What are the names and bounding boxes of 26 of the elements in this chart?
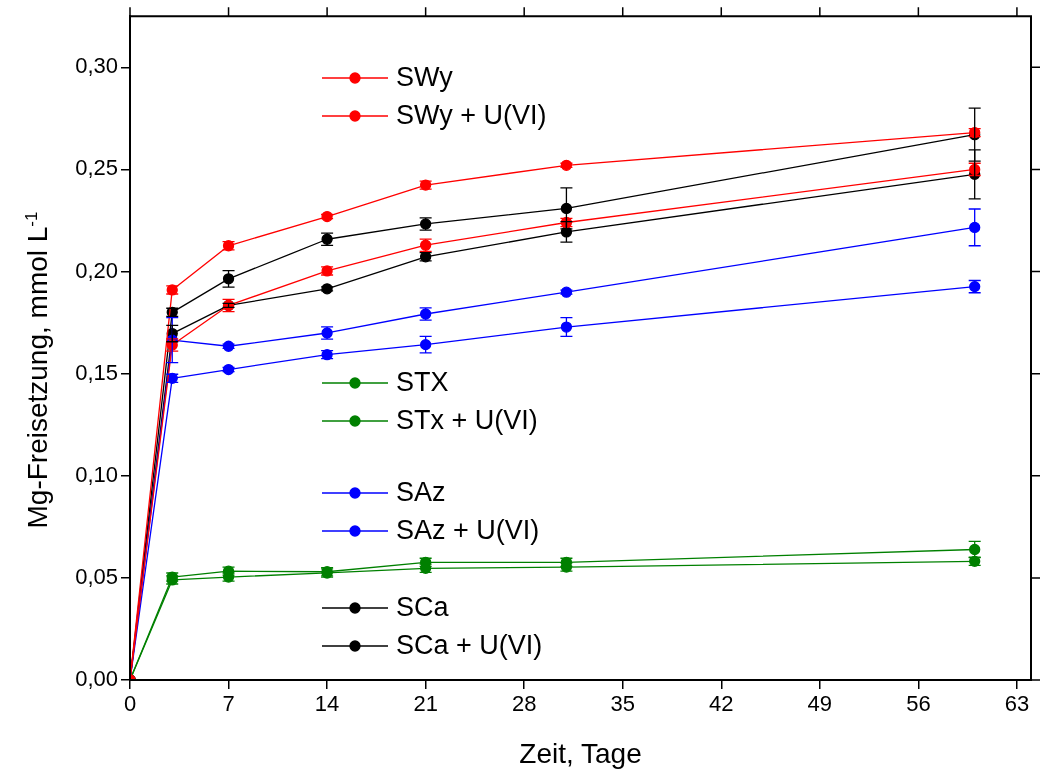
y-tick-label: 0,10 (75, 461, 118, 487)
legend-label: SCa + U(VI) (396, 630, 543, 661)
legend-label: SAz + U(VI) (396, 515, 540, 546)
legend-label: SAz (396, 477, 446, 508)
legend-label: SWy + U(VI) (396, 100, 547, 131)
x-tick-label: 28 (511, 691, 537, 717)
x-tick-label: 63 (1004, 691, 1030, 717)
y-tick-label: 0,30 (75, 53, 118, 79)
legend-label: STx + U(VI) (396, 405, 538, 436)
x-tick-label: 49 (807, 691, 833, 717)
y-tick-label: 0,25 (75, 155, 118, 181)
y-tick-label: 0,20 (75, 257, 118, 283)
x-tick-label: 42 (709, 691, 734, 717)
x-tick-label: 21 (413, 691, 438, 717)
x-axis-title: Zeit, Tage (519, 737, 642, 769)
x-tick-label: 35 (610, 691, 635, 717)
x-tick-label: 7 (222, 691, 235, 717)
y-tick-label: 0,00 (75, 666, 118, 692)
legend-label: SWy (396, 62, 453, 93)
x-tick-label: 14 (314, 691, 340, 717)
legend-label: SCa (396, 592, 449, 623)
y-tick-label: 0,15 (75, 359, 118, 385)
x-tick-label: 0 (123, 691, 137, 717)
legend-label: STX (396, 367, 449, 398)
y-tick-label: 0,05 (75, 563, 118, 589)
x-tick-label: 56 (906, 691, 931, 717)
